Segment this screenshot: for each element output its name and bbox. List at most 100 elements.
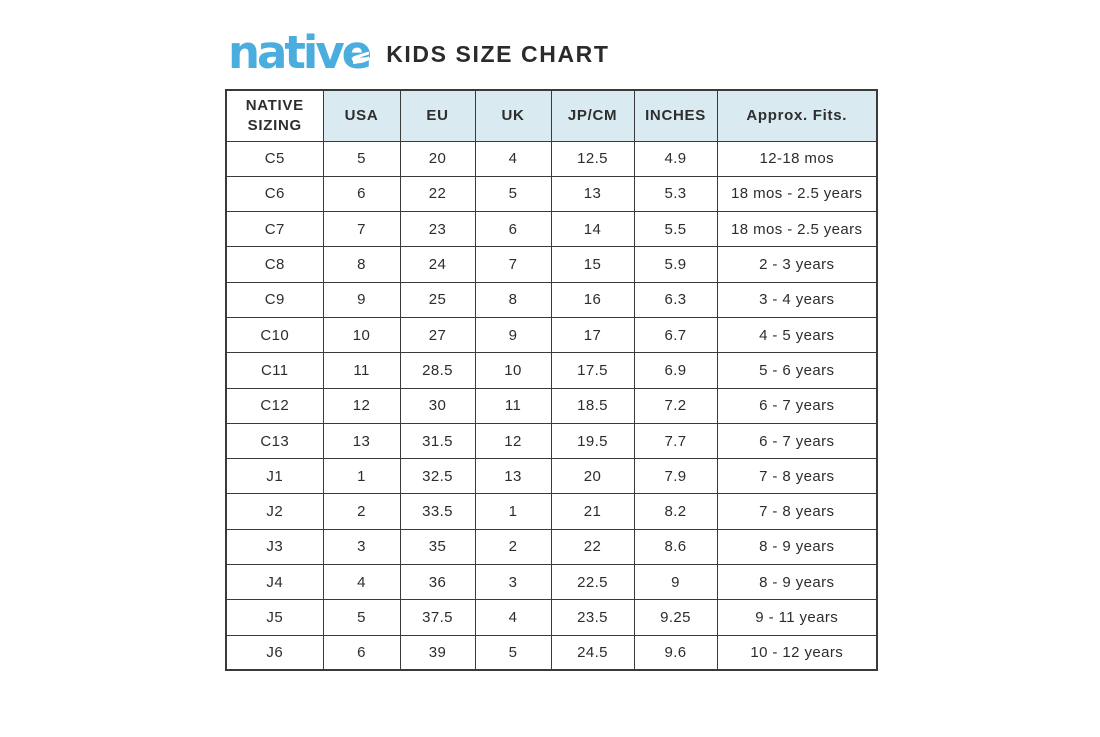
table-cell: 4 (474, 599, 552, 636)
table-cell: 19.5 (550, 422, 635, 460)
table-cell: 5 (322, 140, 401, 177)
table-cell: 30 (399, 387, 476, 424)
table-row: J3 3 35 2 22 8.6 8 - 9 years (225, 528, 878, 566)
table-cell: 7 (474, 246, 552, 283)
table-cell: 28.5 (399, 352, 476, 389)
size-table-body: C5 5 20 4 12.5 4.9 12-18 mos C6 6 22 5 13 5.3 18 mos … (225, 140, 878, 671)
table-cell: 24 (399, 246, 476, 283)
table-cell: 6.9 (633, 352, 718, 389)
table-cell: 10 - 12 years (716, 634, 878, 671)
header: native KIDS SIZE CHART (228, 30, 610, 75)
table-cell: 13 (322, 422, 401, 460)
table-cell: 22 (550, 528, 635, 566)
table-cell: 8 (474, 281, 552, 318)
table-cell: 32.5 (399, 458, 476, 495)
table-cell: 13 (550, 175, 635, 213)
native-size-cell: J1 (225, 458, 324, 495)
table-cell: 8.2 (633, 493, 718, 530)
table-cell: 5.3 (633, 175, 718, 213)
native-size-cell: C8 (225, 246, 324, 283)
table-cell: 20 (399, 140, 476, 177)
table-cell: 6 - 7 years (716, 422, 878, 460)
native-size-cell: C13 (225, 422, 324, 460)
table-cell: 36 (399, 564, 476, 601)
native-size-cell: C6 (225, 175, 324, 213)
table-cell: 20 (550, 458, 635, 495)
native-size-cell: C11 (225, 352, 324, 389)
table-cell: 5.5 (633, 211, 718, 248)
size-chart-table: NATIVE SIZING USA EU UK JP/CM INCHES App… (225, 89, 878, 672)
table-row: J4 4 36 3 22.5 9 8 - 9 years (225, 564, 878, 601)
table-cell: 10 (322, 316, 401, 354)
table-cell: 39 (399, 634, 476, 671)
table-cell: 9 (633, 564, 718, 601)
table-cell: 23.5 (550, 599, 635, 636)
table-cell: 7 - 8 years (716, 493, 878, 530)
column-header-usa: USA (322, 89, 401, 142)
table-cell: 22 (399, 175, 476, 213)
table-cell: 17.5 (550, 352, 635, 389)
table-cell: 3 (322, 528, 401, 566)
native-size-cell: C10 (225, 316, 324, 354)
table-cell: 4 - 5 years (716, 316, 878, 354)
table-cell: 8 (322, 246, 401, 283)
header-row: NATIVE SIZING USA EU UK JP/CM INCHES App… (225, 89, 878, 142)
table-cell: 9 (474, 316, 552, 354)
table-cell: 11 (322, 352, 401, 389)
table-cell: 2 (474, 528, 552, 566)
table-row: C10 10 27 9 17 6.7 4 - 5 years (225, 316, 878, 354)
table-cell: 1 (322, 458, 401, 495)
table-cell: 6.7 (633, 316, 718, 354)
table-cell: 7 - 8 years (716, 458, 878, 495)
table-cell: 3 - 4 years (716, 281, 878, 318)
column-header-uk: UK (474, 89, 552, 142)
table-cell: 18 mos - 2.5 years (716, 175, 878, 213)
native-size-cell: J2 (225, 493, 324, 530)
column-header-inches: INCHES (633, 89, 718, 142)
table-cell: 4 (474, 140, 552, 177)
table-row: C5 5 20 4 12.5 4.9 12-18 mos (225, 140, 878, 177)
table-cell: 17 (550, 316, 635, 354)
table-cell: 5 - 6 years (716, 352, 878, 389)
table-row: C11 11 28.5 10 17.5 6.9 5 - 6 years (225, 352, 878, 389)
native-size-cell: C12 (225, 387, 324, 424)
table-cell: 6 (474, 211, 552, 248)
table-cell: 6 (322, 634, 401, 671)
table-row: C12 12 30 11 18.5 7.2 6 - 7 years (225, 387, 878, 424)
table-cell: 9.6 (633, 634, 718, 671)
table-header: NATIVE SIZING USA EU UK JP/CM INCHES App… (225, 89, 878, 142)
table-cell: 12 (474, 422, 552, 460)
table-cell: 2 (322, 493, 401, 530)
table-cell: 23 (399, 211, 476, 248)
column-header-eu: EU (399, 89, 476, 142)
native-size-cell: J5 (225, 599, 324, 636)
table-cell: 11 (474, 387, 552, 424)
column-header-approx-fits: Approx. Fits. (716, 89, 878, 142)
native-size-cell: J6 (225, 634, 324, 671)
table-cell: 4 (322, 564, 401, 601)
table-cell: 10 (474, 352, 552, 389)
table-row: C13 13 31.5 12 19.5 7.7 6 - 7 years (225, 422, 878, 460)
table-row: C7 7 23 6 14 5.5 18 mos - 2.5 years (225, 211, 878, 248)
table-cell: 1 (474, 493, 552, 530)
table-cell: 7 (322, 211, 401, 248)
table-cell: 8.6 (633, 528, 718, 566)
native-size-cell: J4 (225, 564, 324, 601)
table-cell: 35 (399, 528, 476, 566)
native-size-cell: C9 (225, 281, 324, 318)
table-cell: 8 - 9 years (716, 564, 878, 601)
table-cell: 5 (322, 599, 401, 636)
table-row: J6 6 39 5 24.5 9.6 10 - 12 years (225, 634, 878, 671)
table-cell: 7.7 (633, 422, 718, 460)
table-row: C6 6 22 5 13 5.3 18 mos - 2.5 years (225, 175, 878, 213)
table-cell: 7.9 (633, 458, 718, 495)
table-cell: 22.5 (550, 564, 635, 601)
table-cell: 13 (474, 458, 552, 495)
table-cell: 5.9 (633, 246, 718, 283)
table-cell: 12-18 mos (716, 140, 878, 177)
table-cell: 14 (550, 211, 635, 248)
table-cell: 37.5 (399, 599, 476, 636)
table-row: C9 9 25 8 16 6.3 3 - 4 years (225, 281, 878, 318)
table-cell: 9 - 11 years (716, 599, 878, 636)
